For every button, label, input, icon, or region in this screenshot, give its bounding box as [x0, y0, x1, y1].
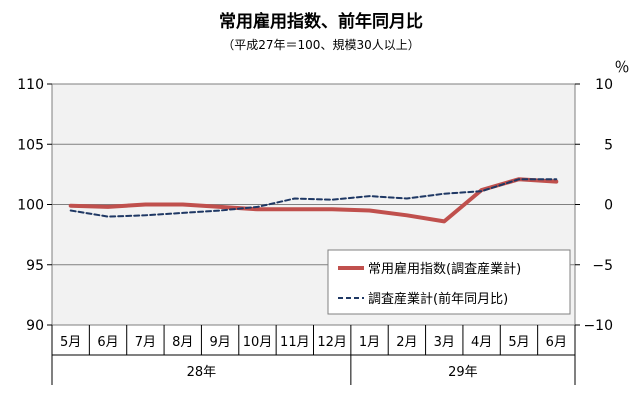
- x-tick-label: 4月: [471, 335, 492, 350]
- x-tick-label: 5月: [508, 335, 529, 350]
- x-tick-label: 3月: [434, 335, 455, 350]
- x-tick-label: 5月: [60, 335, 81, 350]
- right-tick-label: 5: [604, 137, 613, 153]
- legend: 常用雇用指数(調査産業計) 調査産業計(前年同月比): [327, 249, 571, 315]
- series-lines: [68, 177, 559, 224]
- x-tick-label: 9月: [209, 335, 230, 350]
- left-axis: 90 95 100 105 110: [17, 77, 52, 334]
- x-axis: 5月 6月 7月 8月 9月 10月 11月 12月 1月 2月 3月 4月 5月 6月 28年 29年: [51, 325, 576, 385]
- left-tick-label: 95: [26, 258, 44, 274]
- legend-box: [327, 249, 571, 315]
- series-line-index: [68, 177, 559, 224]
- x-tick-label: 12月: [317, 335, 347, 350]
- chart-subtitle: （平成27年＝100、規模30人以上）: [222, 37, 419, 52]
- right-axis-unit: ％: [614, 58, 629, 76]
- x-tick-label: 10月: [243, 335, 273, 350]
- right-axis: −10 −5 0 5 10: [575, 77, 613, 334]
- x-tick-label: 6月: [97, 335, 118, 350]
- year-label: 28年: [187, 365, 217, 380]
- right-tick-label: −10: [583, 318, 613, 334]
- x-tick-label: 7月: [135, 335, 156, 350]
- x-tick-label: 1月: [359, 335, 380, 350]
- series-line-yoy: [69, 178, 558, 218]
- legend-label-yoy: 調査産業計(前年同月比): [368, 291, 508, 307]
- right-tick-label: 10: [595, 77, 613, 93]
- x-tick-label: 11月: [280, 335, 310, 350]
- right-tick-label: 0: [604, 198, 613, 214]
- chart-title: 常用雇用指数、前年同月比: [219, 11, 423, 32]
- right-tick-label: −5: [592, 258, 613, 274]
- x-tick-label: 2月: [396, 335, 417, 350]
- left-tick-label: 100: [17, 198, 44, 214]
- left-tick-label: 90: [26, 318, 44, 334]
- legend-label-index: 常用雇用指数(調査産業計): [368, 261, 521, 277]
- x-tick-label: 6月: [546, 335, 567, 350]
- x-tick-label: 8月: [172, 335, 193, 350]
- year-label: 29年: [448, 365, 478, 380]
- left-tick-label: 105: [17, 137, 44, 153]
- left-tick-label: 110: [17, 77, 44, 93]
